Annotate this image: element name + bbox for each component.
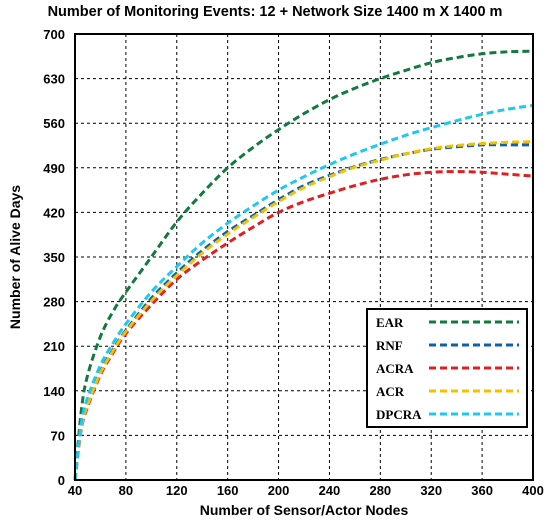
y-tick-label: 70: [51, 428, 65, 443]
y-tick-label: 140: [43, 384, 65, 399]
legend-label-ear: EAR: [376, 315, 404, 330]
y-tick-labels: 0 70 140 210 280 350 420 490 560 630 700: [43, 27, 65, 488]
grid-lines: [75, 34, 533, 480]
x-tick-label: 40: [68, 483, 82, 498]
x-tick-label: 360: [471, 483, 493, 498]
x-tick-label: 240: [319, 483, 341, 498]
x-tick-label: 80: [119, 483, 133, 498]
y-axis-label: Number of Alive Days: [7, 185, 23, 329]
chart-title: Number of Monitoring Events: 12 + Networ…: [47, 4, 503, 20]
series-line-acr: [73, 140, 534, 481]
x-axis-label: Number of Sensor/Actor Nodes: [200, 502, 409, 518]
y-tick-label: 560: [43, 116, 65, 131]
x-tick-label: 200: [268, 483, 290, 498]
y-tick-label: 0: [58, 473, 65, 488]
legend: EAR RNF ACRA ACR DPCRA: [366, 308, 528, 428]
y-tick-label: 700: [43, 27, 65, 42]
legend-label-rnf: RNF: [376, 338, 403, 353]
y-tick-label: 350: [43, 250, 65, 265]
y-tick-label: 630: [43, 72, 65, 87]
x-tick-label: 320: [420, 483, 442, 498]
y-tick-label: 280: [43, 295, 65, 310]
legend-label-acr: ACR: [376, 384, 405, 399]
series-line-dpcra: [73, 103, 534, 481]
x-tick-label: 400: [522, 483, 544, 498]
series-lines: [73, 49, 534, 481]
x-tick-labels: 40 80 120 160 200 240 280 320 360 400: [68, 483, 544, 498]
x-tick-label: 160: [217, 483, 239, 498]
series-line-ear: [73, 49, 534, 481]
y-tick-label: 490: [43, 161, 65, 176]
x-tick-label: 280: [369, 483, 391, 498]
legend-label-dpcra: DPCRA: [376, 407, 422, 422]
y-tick-label: 210: [43, 339, 65, 354]
plot-frame: [74, 33, 534, 481]
x-tick-label: 120: [166, 483, 188, 498]
y-tick-label: 420: [43, 205, 65, 220]
legend-label-acra: ACRA: [376, 361, 414, 376]
